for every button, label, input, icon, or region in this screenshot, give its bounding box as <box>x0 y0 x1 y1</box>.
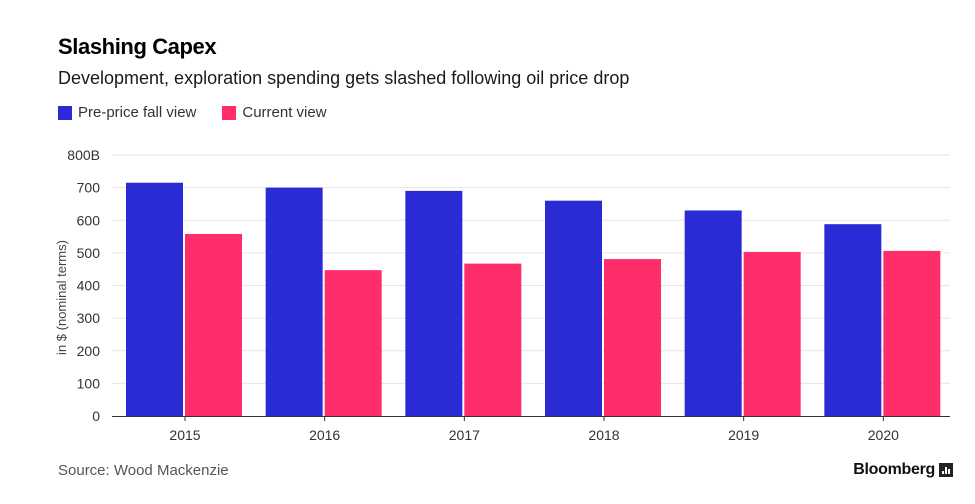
brand-logo: Bloomberg <box>853 461 953 479</box>
legend: Pre-price fall view Current view <box>58 104 353 121</box>
bar-pre-price-fall-view-2018 <box>545 200 602 416</box>
x-tick-label: 2019 <box>728 427 759 443</box>
legend-label-pre-price-fall: Pre-price fall view <box>78 104 197 121</box>
x-tick-label: 2016 <box>309 427 340 443</box>
y-tick-label: 400 <box>77 278 101 294</box>
y-tick-label: 800B <box>67 147 100 163</box>
bar-current-view-2015 <box>185 233 242 416</box>
source-note: Source: Wood Mackenzie <box>58 462 229 479</box>
legend-item-current: Current view <box>222 104 327 121</box>
bar-current-view-2018 <box>604 259 661 416</box>
legend-item-pre-price-fall: Pre-price fall view <box>58 104 196 121</box>
bar-pre-price-fall-view-2015 <box>126 182 183 416</box>
legend-label-current: Current view <box>242 104 327 121</box>
y-axis-title: in $ (nominal terms) <box>54 240 69 355</box>
y-tick-label: 100 <box>77 375 101 391</box>
brand-name: Bloomberg <box>853 461 935 478</box>
bar-pre-price-fall-view-2019 <box>684 210 742 416</box>
chart-title: Slashing Capex <box>58 34 217 59</box>
chart-subtitle: Development, exploration spending gets s… <box>58 68 630 88</box>
y-tick-label: 600 <box>77 212 101 228</box>
legend-swatch-pre-price-fall <box>58 105 72 120</box>
y-tick-label: 0 <box>92 408 100 424</box>
bar-pre-price-fall-view-2017 <box>405 190 463 416</box>
y-tick-label: 300 <box>77 310 101 326</box>
bar-chart-icon <box>939 463 953 477</box>
x-tick-label: 2018 <box>588 427 619 443</box>
bar-pre-price-fall-view-2020 <box>824 224 882 416</box>
x-tick-label: 2017 <box>449 427 480 443</box>
legend-swatch-current <box>222 105 237 120</box>
y-tick-label: 700 <box>77 180 101 196</box>
bar-current-view-2019 <box>743 251 801 416</box>
bar-current-view-2016 <box>324 270 382 416</box>
x-tick-label: 2020 <box>868 427 899 443</box>
y-tick-label: 200 <box>77 343 101 359</box>
y-tick-label: 500 <box>77 245 101 261</box>
bar-current-view-2017 <box>464 263 522 416</box>
bar-current-view-2020 <box>883 250 941 416</box>
bar-pre-price-fall-view-2016 <box>265 187 323 416</box>
x-tick-label: 2015 <box>169 427 200 443</box>
